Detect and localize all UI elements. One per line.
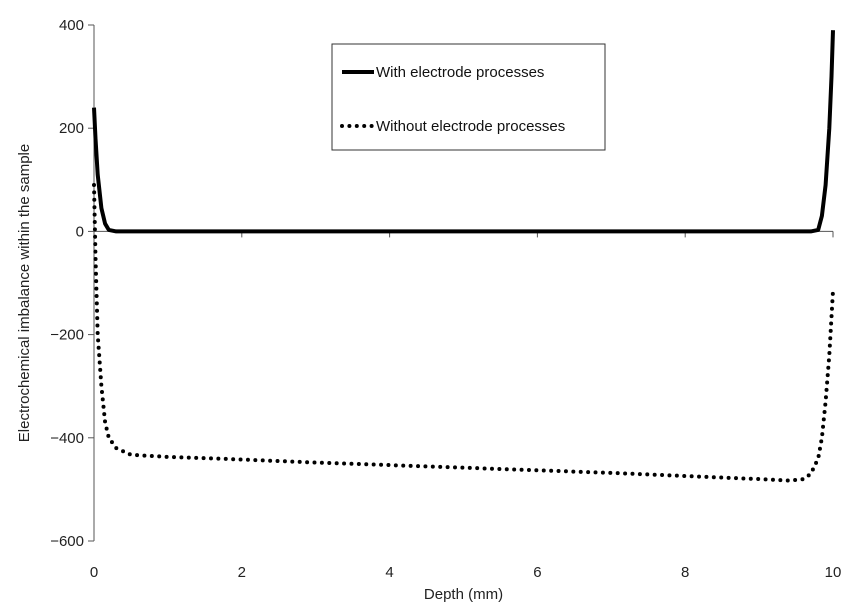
legend-label-1: With electrode processes: [376, 64, 544, 81]
x-tick-label: 4: [385, 564, 393, 581]
y-tick-label: −400: [50, 430, 84, 447]
y-tick-label: 200: [59, 120, 84, 137]
series-line-2: [92, 183, 835, 483]
series-layer: [92, 30, 835, 483]
legend-label-2: Without electrode processes: [376, 118, 565, 135]
y-tick-label: 400: [59, 17, 84, 34]
x-tick-label: 6: [533, 564, 541, 581]
legend-box: [331, 43, 606, 151]
x-tick-label: 8: [681, 564, 689, 581]
legend: With electrode processes Without electrod…: [331, 43, 606, 151]
x-tick-label: 2: [238, 564, 246, 581]
y-tick-label: 0: [76, 223, 84, 240]
y-axis-title: Electrochemical imbalance within the sam…: [16, 144, 33, 442]
x-axis-title: Depth (mm): [424, 586, 503, 603]
series-line-1: [92, 30, 835, 234]
x-tick-label: 10: [825, 564, 842, 581]
chart-axes: 400 200 0 −200 −400 −600 0 2 4 6 8 10 Depth (mm) Elec…: [16, 17, 841, 603]
y-tick-label: −200: [50, 327, 84, 344]
y-tick-label: −600: [50, 533, 84, 550]
x-tick-label: 0: [90, 564, 98, 581]
